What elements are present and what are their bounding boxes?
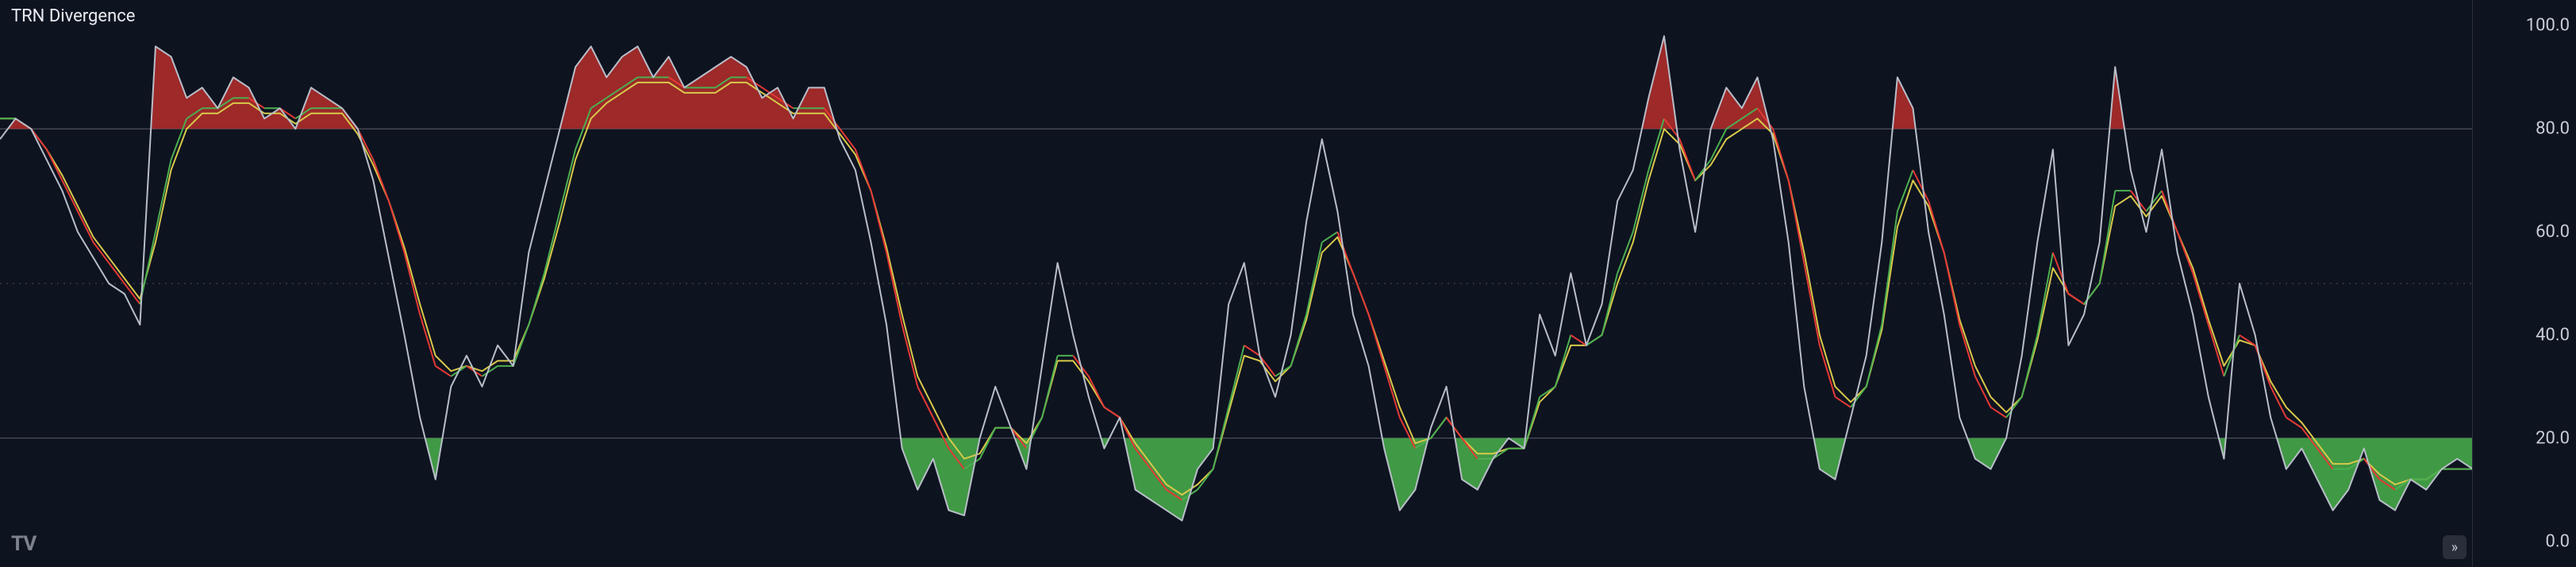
y-tick-label: 20.0 — [2536, 428, 2570, 448]
y-tick-label: 0.0 — [2545, 531, 2570, 551]
y-tick-label: 100.0 — [2526, 16, 2570, 36]
chart-title: TRN Divergence — [11, 6, 135, 26]
y-tick-label: 80.0 — [2536, 119, 2570, 139]
line-main — [0, 36, 2473, 520]
line-secondary — [0, 83, 2473, 495]
tradingview-watermark: TV — [11, 532, 36, 556]
y-axis: 0.0 20.0 40.0 60.0 80.0 100.0 — [2472, 0, 2576, 567]
y-tick-label: 60.0 — [2536, 222, 2570, 242]
scroll-right-button[interactable]: » — [2443, 535, 2466, 559]
y-tick-label: 40.0 — [2536, 325, 2570, 345]
